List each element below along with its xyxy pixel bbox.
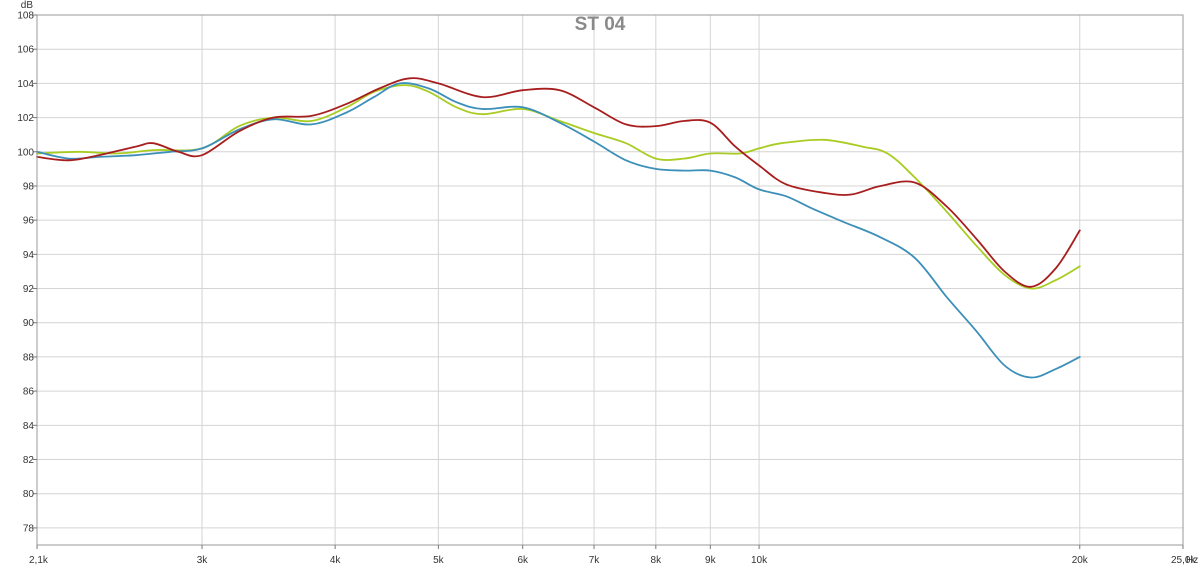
x-tick-label: 5k xyxy=(433,555,445,566)
y-tick-label: 102 xyxy=(17,113,34,124)
series-line-blue xyxy=(36,82,1081,379)
x-tick-label: 2,1k xyxy=(29,555,49,566)
x-tick-label: 8k xyxy=(651,555,663,566)
x-tick-label: 10k xyxy=(751,555,768,566)
x-tick-label: 3k xyxy=(197,555,209,566)
y-tick-label: 96 xyxy=(23,216,35,227)
y-tick-label: 78 xyxy=(23,523,35,534)
x-tick-label: 25,0k xyxy=(1171,555,1196,566)
y-tick-label: 94 xyxy=(23,250,35,261)
series-line-green xyxy=(36,84,1081,290)
y-tick-label: 98 xyxy=(23,181,35,192)
y-tick-label: 80 xyxy=(23,489,35,500)
x-tick-label: 9k xyxy=(705,555,717,566)
x-tick-label: 6k xyxy=(517,555,529,566)
y-tick-label: 82 xyxy=(23,455,35,466)
y-tick-label: 92 xyxy=(23,284,35,295)
series-group xyxy=(36,77,1081,379)
y-tick-label: 84 xyxy=(23,421,35,432)
plot-frame xyxy=(36,14,1184,546)
plot-background xyxy=(37,15,1183,545)
x-axis-unit-label: Hz xyxy=(1186,555,1198,566)
y-tick-label: 90 xyxy=(23,318,35,329)
y-tick-label: 106 xyxy=(17,45,34,56)
y-tick-label: 86 xyxy=(23,387,35,398)
y-axis-unit-label: dB xyxy=(21,0,34,11)
series-line-red xyxy=(36,77,1081,288)
chart-title: ST 04 xyxy=(575,14,626,35)
y-tick-label: 88 xyxy=(23,352,35,363)
x-tick-label: 7k xyxy=(589,555,601,566)
y-axis: 78 80 82 84 86 88 90 92 94 96 98 100 102 104 106 108 xyxy=(17,11,37,534)
y-tick-label: 104 xyxy=(17,79,34,90)
y-tick-label: 108 xyxy=(17,11,34,22)
x-tick-label: 20k xyxy=(1072,555,1089,566)
grid xyxy=(36,14,1184,545)
y-tick-label: 100 xyxy=(17,147,34,158)
x-tick-label: 4k xyxy=(330,555,342,566)
x-axis: 2,1k 3k 4k 5k 6k 7k 8k 9k 10k 20k 25,0k xyxy=(29,545,1196,566)
